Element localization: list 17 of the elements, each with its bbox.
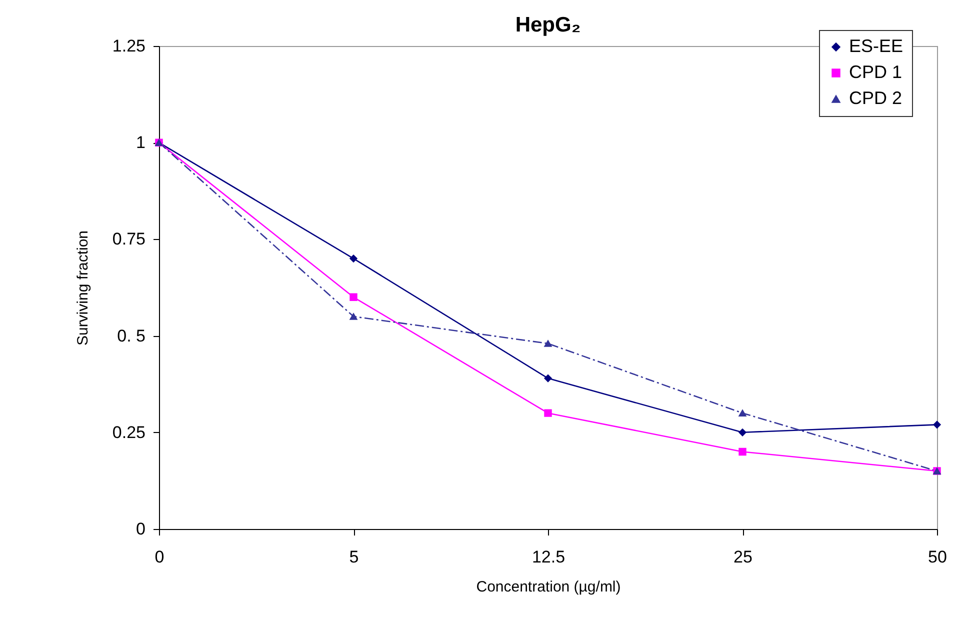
x-tick-label: 0 <box>154 548 164 566</box>
legend-label: ES-EE <box>849 36 904 56</box>
x-tick-label: 12.5 <box>532 548 566 566</box>
x-tick-label: 50 <box>928 548 947 566</box>
chart-title: HepG₂ <box>515 14 581 36</box>
legend-label: CPD 2 <box>849 88 902 108</box>
y-tick-label: 1 <box>136 133 146 152</box>
y-tick-label: 0.25 <box>112 422 146 442</box>
legend-label: CPD 1 <box>849 62 902 82</box>
y-tick-label: 1.25 <box>112 36 146 56</box>
y-tick-label: 0.75 <box>112 230 146 249</box>
y-tick-label: 0 <box>136 520 146 538</box>
x-tick-label: 25 <box>734 548 752 566</box>
y-tick-label: 0. 5 <box>117 326 146 346</box>
x-tick-label: 5 <box>349 548 359 566</box>
y-axis-title: Surviving fraction <box>74 230 92 346</box>
x-axis-title: Concentration (µg/ml) <box>476 578 621 596</box>
